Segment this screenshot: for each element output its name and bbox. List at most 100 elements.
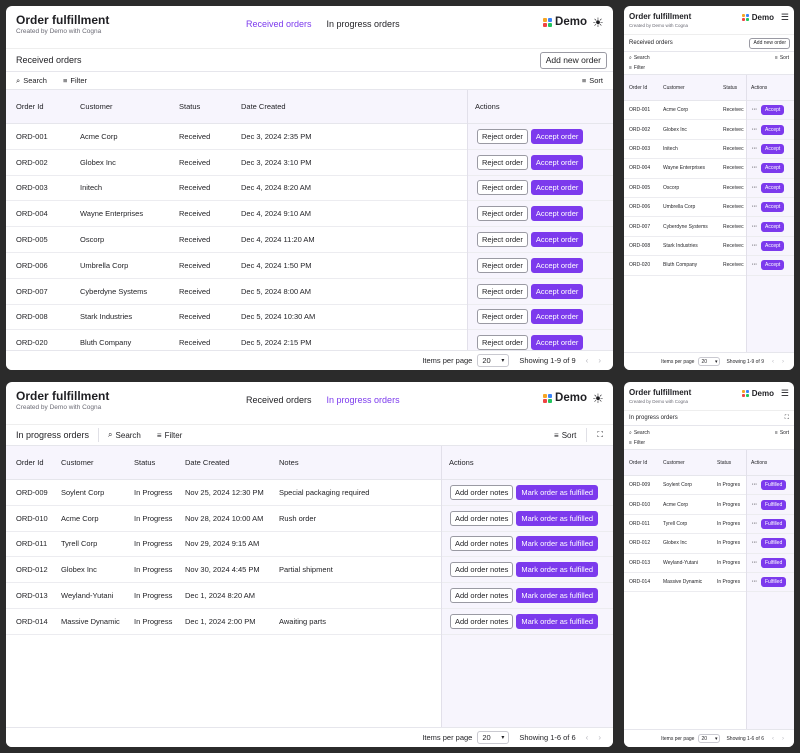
mark-fulfilled-button[interactable]: Fulfilled (761, 557, 787, 568)
more-icon[interactable]: ··· (752, 204, 757, 211)
chevron-left-icon[interactable]: ‹ (585, 356, 589, 365)
filter-button[interactable]: ≡ Filter (156, 430, 183, 440)
mark-fulfilled-button[interactable]: Mark order as fulfilled (516, 536, 599, 552)
chevron-right-icon[interactable]: › (782, 358, 784, 365)
add-new-order-button[interactable]: Add new order (539, 51, 607, 69)
col-status[interactable]: Status (134, 458, 156, 467)
page-size-select[interactable]: 20 ▾ (477, 731, 510, 744)
accept-order-button[interactable]: Accept (761, 202, 785, 213)
col-status[interactable]: Status (723, 84, 738, 91)
menu-icon[interactable]: ☰ (780, 12, 789, 22)
search-button[interactable]: ⌕ Search (108, 430, 141, 440)
reject-order-button[interactable]: Reject order (477, 283, 528, 299)
chevron-left-icon[interactable]: ‹ (772, 735, 774, 742)
page-size-select[interactable]: 20 ▾ (698, 734, 721, 743)
more-icon[interactable]: ··· (752, 145, 757, 152)
mark-fulfilled-button[interactable]: Fulfilled (761, 480, 787, 491)
accept-order-button[interactable]: Accept (761, 124, 785, 135)
reject-order-button[interactable]: Reject order (477, 206, 528, 222)
more-icon[interactable]: ··· (752, 540, 757, 547)
tab-received-orders[interactable]: Received orders (246, 395, 312, 405)
page-size-select[interactable]: 20 ▾ (477, 354, 510, 367)
more-icon[interactable]: ··· (752, 107, 757, 114)
more-icon[interactable]: ··· (752, 184, 757, 191)
more-icon[interactable]: ··· (752, 559, 757, 566)
add-order-notes-button[interactable]: Add order notes (450, 510, 514, 526)
accept-order-button[interactable]: Accept order (530, 128, 584, 144)
reject-order-button[interactable]: Reject order (477, 232, 528, 248)
accept-order-button[interactable]: Accept (761, 240, 785, 251)
filter-button[interactable]: ≡ Filter (629, 439, 646, 446)
reject-order-button[interactable]: Reject order (477, 180, 528, 196)
more-icon[interactable]: ··· (752, 242, 757, 249)
col-status[interactable]: Status (179, 102, 201, 111)
accept-order-button[interactable]: Accept (761, 221, 785, 232)
menu-icon[interactable]: ☰ (780, 388, 789, 398)
mark-fulfilled-button[interactable]: Mark order as fulfilled (516, 588, 599, 604)
col-customer[interactable]: Customer (663, 84, 685, 91)
filter-button[interactable]: ≡ Filter (629, 65, 646, 71)
col-date-created[interactable]: Date Created (185, 458, 230, 467)
accept-order-button[interactable]: Accept (761, 182, 785, 193)
add-new-order-button[interactable]: Add new order (749, 37, 790, 49)
more-icon[interactable]: ··· (752, 579, 757, 586)
add-order-notes-button[interactable]: Add order notes (450, 588, 514, 604)
fullscreen-icon[interactable]: ⛶ (597, 430, 603, 439)
mark-fulfilled-button[interactable]: Fulfilled (761, 518, 787, 529)
more-icon[interactable]: ··· (752, 482, 757, 489)
accept-order-button[interactable]: Accept order (530, 257, 584, 273)
accept-order-button[interactable]: Accept (761, 143, 785, 154)
accept-order-button[interactable]: Accept order (530, 232, 584, 248)
mark-fulfilled-button[interactable]: Mark order as fulfilled (516, 484, 599, 500)
accept-order-button[interactable]: Accept order (530, 206, 584, 222)
sort-button[interactable]: ≡ Sort (774, 55, 789, 61)
reject-order-button[interactable]: Reject order (477, 309, 528, 325)
accept-order-button[interactable]: Accept order (530, 154, 584, 170)
page-size-select[interactable]: 20 ▾ (698, 357, 721, 366)
more-icon[interactable]: ··· (752, 126, 757, 133)
accept-order-button[interactable]: Accept (761, 163, 785, 174)
search-button[interactable]: ⌕ Search (629, 429, 650, 436)
chevron-right-icon[interactable]: › (782, 735, 784, 742)
accept-order-button[interactable]: Accept (761, 260, 785, 271)
col-customer[interactable]: Customer (80, 102, 113, 111)
col-notes[interactable]: Notes (279, 458, 299, 467)
mark-fulfilled-button[interactable]: Fulfilled (761, 499, 787, 510)
add-order-notes-button[interactable]: Add order notes (450, 613, 514, 629)
mark-fulfilled-button[interactable]: Fulfilled (761, 538, 787, 549)
reject-order-button[interactable]: Reject order (477, 257, 528, 273)
col-order-id[interactable]: Order Id (16, 102, 44, 111)
accept-order-button[interactable]: Accept (761, 105, 785, 116)
col-customer[interactable]: Customer (61, 458, 94, 467)
accept-order-button[interactable]: Accept order (530, 335, 584, 350)
more-icon[interactable]: ··· (752, 165, 757, 172)
more-icon[interactable]: ··· (752, 501, 757, 508)
accept-order-button[interactable]: Accept order (530, 180, 584, 196)
mark-fulfilled-button[interactable]: Mark order as fulfilled (516, 613, 599, 629)
add-order-notes-button[interactable]: Add order notes (450, 484, 514, 500)
more-icon[interactable]: ··· (752, 262, 757, 269)
chevron-right-icon[interactable]: › (598, 356, 601, 365)
accept-order-button[interactable]: Accept order (530, 309, 584, 325)
chevron-left-icon[interactable]: ‹ (772, 358, 774, 365)
mark-fulfilled-button[interactable]: Mark order as fulfilled (516, 510, 599, 526)
search-button[interactable]: ⌕ Search (629, 55, 650, 61)
filter-button[interactable]: ≡ Filter (62, 76, 88, 85)
sort-button[interactable]: ≡ Sort (581, 76, 603, 85)
mark-fulfilled-button[interactable]: Mark order as fulfilled (516, 562, 599, 578)
reject-order-button[interactable]: Reject order (477, 335, 528, 350)
reject-order-button[interactable]: Reject order (477, 154, 528, 170)
tab-received-orders[interactable]: Received orders (246, 19, 312, 29)
search-button[interactable]: ⌕ Search (16, 75, 47, 86)
reject-order-button[interactable]: Reject order (477, 128, 528, 144)
col-order-id[interactable]: Order Id (16, 458, 44, 467)
sun-icon[interactable]: ☀ (592, 391, 604, 406)
more-icon[interactable]: ··· (752, 520, 757, 527)
chevron-left-icon[interactable]: ‹ (585, 733, 589, 742)
sun-icon[interactable]: ☀ (592, 15, 604, 30)
tab-in-progress-orders[interactable]: In progress orders (326, 395, 400, 405)
col-date-created[interactable]: Date Created (241, 102, 286, 111)
col-status[interactable]: Status (717, 459, 732, 466)
sort-button[interactable]: ≡ Sort (774, 429, 789, 436)
add-order-notes-button[interactable]: Add order notes (450, 562, 514, 578)
